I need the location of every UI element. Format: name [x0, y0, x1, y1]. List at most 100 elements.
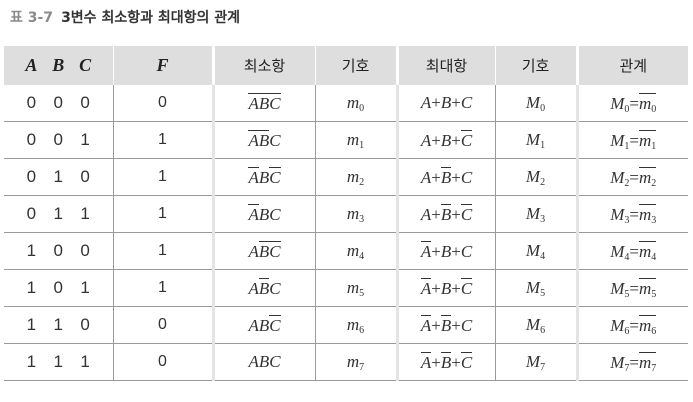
cell-a: 1: [26, 241, 37, 260]
complemented-var: B: [258, 92, 270, 113]
cell-minterm-symbol: m3: [314, 195, 397, 233]
header-b: B: [52, 55, 65, 75]
complemented-var: B: [258, 129, 270, 150]
cell-maxterm: A+B+C: [395, 158, 495, 196]
header-a: A: [25, 55, 38, 75]
complemented-var: B: [440, 314, 452, 335]
complemented-var: A: [420, 240, 432, 261]
cell-f: 1: [112, 158, 213, 196]
table-row: 1 0 1 1 ABC m5 A+B+C M5 M5=m5: [4, 269, 688, 307]
cell-maxterm: A+B+C: [395, 121, 495, 159]
table-row: 1 1 0 0 ABC m6 A+B+C M6 M6=m6: [4, 306, 688, 344]
cell-b: 1: [53, 352, 63, 371]
complemented-var: A: [248, 166, 259, 187]
cell-relation: M7=m7: [575, 343, 688, 381]
cell-relation: M5=m5: [575, 269, 688, 307]
cell-c: 1: [80, 130, 90, 149]
table-number: 표 3-7: [10, 10, 54, 26]
header-c: C: [79, 55, 92, 75]
cell-minterm-symbol: m1: [314, 121, 397, 159]
cell-minterm-symbol: m4: [314, 232, 397, 270]
cell-maxterm: A+B+C: [395, 269, 495, 307]
complemented-minterm: m5: [638, 277, 657, 300]
cell-minterm: ABC: [211, 269, 315, 307]
complemented-var: C: [269, 92, 281, 113]
cell-relation: M3=m3: [575, 195, 688, 233]
cell-c: 1: [80, 352, 90, 371]
cell-b: 0: [53, 130, 63, 149]
cell-a: 1: [26, 278, 37, 297]
cell-a: 0: [26, 167, 37, 186]
cell-b: 0: [53, 241, 63, 260]
table-row: 0 0 1 1 ABC m1 A+B+C M1 M1=m1: [4, 121, 688, 159]
cell-a: 0: [26, 130, 37, 149]
cell-minterm-symbol: m6: [314, 306, 397, 344]
cell-f: 1: [112, 269, 213, 307]
cell-maxterm-symbol: M1: [494, 121, 577, 159]
cell-minterm: ABC: [211, 306, 315, 344]
table-row: 1 0 0 1 ABC m4 A+B+C M4 M4=m4: [4, 232, 688, 270]
cell-minterm-symbol: m7: [314, 343, 397, 381]
complemented-minterm: m1: [638, 129, 657, 152]
complemented-var: C: [460, 277, 473, 298]
header-minterm: 최소항: [211, 46, 315, 85]
cell-b: 0: [53, 93, 63, 112]
cell-maxterm: A+B+C: [395, 232, 495, 270]
table-row: 0 0 0 0 ABC m0 A+B+C M0 M0=m0: [4, 85, 688, 122]
header-row: A B C F 최소항 기호 최대항 기호 관계: [4, 46, 688, 85]
header-maxterm: 최대항: [395, 46, 495, 85]
cell-maxterm: A+B+C: [395, 343, 495, 381]
complemented-var: A: [420, 314, 432, 335]
cell-b: 0: [53, 278, 63, 297]
cell-maxterm: A+B+C: [395, 306, 495, 344]
table-caption: 표 3-7 3변수 최소항과 최대항의 관계: [10, 5, 240, 31]
cell-a: 0: [26, 93, 37, 112]
cell-f: 0: [112, 85, 213, 122]
complemented-var: A: [420, 351, 432, 372]
table-row: 1 1 1 0 ABC m7 A+B+C M7 M7=m7: [4, 343, 688, 381]
cell-b: 1: [53, 315, 63, 334]
cell-b: 1: [53, 167, 63, 186]
complemented-minterm: m4: [638, 240, 657, 263]
cell-minterm: ABC: [211, 121, 315, 159]
cell-relation: M6=m6: [575, 306, 688, 344]
cell-relation: M0=m0: [575, 85, 688, 122]
table-row: 0 1 1 1 ABC m3 A+B+C M3 M3=m3: [4, 195, 688, 233]
cell-minterm: ABC: [211, 232, 315, 270]
complemented-var: C: [269, 314, 281, 335]
header-relation: 관계: [575, 46, 688, 85]
cell-f: 1: [112, 121, 213, 159]
cell-maxterm-symbol: M6: [494, 306, 577, 344]
cell-relation: M2=m2: [575, 158, 688, 196]
minterm-maxterm-table: A B C F 최소항 기호 최대항 기호 관계 0 0 0 0 ABC m0 A+B+C M…: [4, 46, 688, 381]
complemented-var: C: [269, 240, 281, 261]
table-body: 0 0 0 0 ABC m0 A+B+C M0 M0=m0 0 0 1 1 ABC m1 A+B+C M1 M1=…: [4, 85, 688, 381]
cell-relation: M1=m1: [575, 121, 688, 159]
complemented-var: A: [248, 129, 259, 150]
cell-a: 0: [26, 204, 37, 223]
cell-minterm-symbol: m2: [314, 158, 397, 196]
cell-c: 0: [80, 315, 90, 334]
cell-relation: M4=m4: [575, 232, 688, 270]
cell-maxterm-symbol: M5: [494, 269, 577, 307]
cell-c: 0: [80, 241, 90, 260]
cell-maxterm: A+B+C: [395, 85, 495, 122]
header-maxterm-symbol: 기호: [494, 46, 577, 85]
cell-b: 1: [53, 204, 63, 223]
header-f: F: [112, 46, 213, 85]
cell-c: 0: [80, 93, 90, 112]
cell-minterm-symbol: m0: [314, 85, 397, 122]
cell-f: 0: [112, 343, 213, 381]
complemented-var: C: [460, 351, 473, 372]
table-row: 0 1 0 1 ABC m2 A+B+C M2 M2=m2: [4, 158, 688, 196]
cell-f: 0: [112, 306, 213, 344]
complemented-var: A: [420, 277, 432, 298]
cell-c: 0: [80, 167, 90, 186]
cell-f: 1: [112, 195, 213, 233]
